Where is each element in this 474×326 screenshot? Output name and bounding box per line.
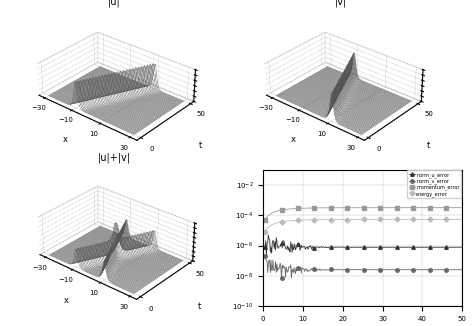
Title: |u|: |u| — [108, 0, 120, 7]
Y-axis label: t: t — [427, 141, 430, 150]
Title: |v|: |v| — [335, 0, 347, 7]
X-axis label: x: x — [63, 135, 68, 144]
Y-axis label: t: t — [199, 141, 202, 150]
X-axis label: x: x — [291, 135, 295, 144]
Legend: norm_u_error, norm_v_error, momentum_error, energy_error: norm_u_error, norm_v_error, momentum_err… — [408, 170, 461, 198]
Y-axis label: t: t — [198, 302, 201, 311]
Title: |u|+|v|: |u|+|v| — [97, 153, 130, 163]
X-axis label: x: x — [64, 296, 69, 305]
